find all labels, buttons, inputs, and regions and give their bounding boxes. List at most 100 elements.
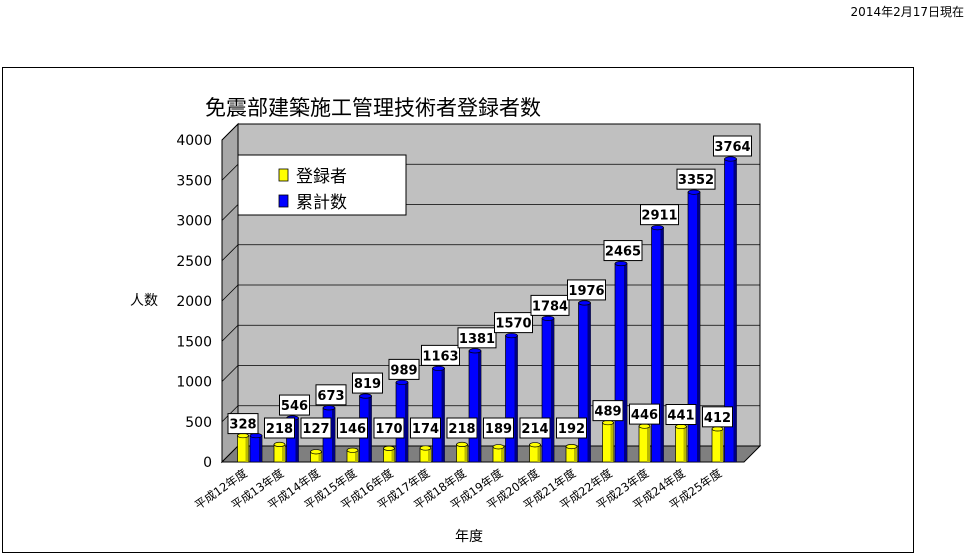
gridline-side xyxy=(221,123,239,141)
label-registered-4-text: 170 xyxy=(375,422,402,437)
bar-registered-1-shade xyxy=(282,444,285,462)
label-total-3-text: 819 xyxy=(354,377,381,392)
bar-registered-7 xyxy=(492,444,505,463)
gridline-side xyxy=(221,284,239,302)
label-total-1-box xyxy=(279,394,310,416)
label-total-8-text: 1784 xyxy=(532,299,568,314)
label-total-12-box xyxy=(676,168,716,190)
label-registered-7-box xyxy=(483,417,514,439)
label-registered-1: 218 xyxy=(264,417,295,439)
label-registered-13-text: 412 xyxy=(704,411,731,426)
bar-total-1-shade xyxy=(295,418,299,462)
x-axis-label: 年度 xyxy=(455,529,483,545)
label-total-13-box xyxy=(713,135,752,157)
y-tick-label: 4000 xyxy=(176,133,212,149)
bar-total-7-cap xyxy=(505,333,518,339)
label-total-4-text: 989 xyxy=(390,363,417,378)
bar-total-6-cap xyxy=(468,348,482,354)
label-total-2-text: 673 xyxy=(317,389,344,404)
label-registered-13-box xyxy=(702,406,733,428)
bar-registered-11 xyxy=(638,423,651,463)
bar-registered-4-shade xyxy=(391,448,395,462)
bar-total-10 xyxy=(614,261,628,463)
label-total-4-box xyxy=(388,358,420,380)
bar-total-9-cap xyxy=(578,300,591,306)
bar-total-9-shade xyxy=(587,302,591,462)
bar-total-11-shade xyxy=(660,227,664,462)
gridline-side xyxy=(221,163,239,181)
label-registered-13: 412 xyxy=(702,406,733,428)
label-registered-5-text: 174 xyxy=(412,422,439,437)
bar-registered-13 xyxy=(711,426,724,463)
label-registered-3: 146 xyxy=(337,417,368,439)
label-registered-0: 328 xyxy=(227,413,259,435)
legend: 登録者 累計数 xyxy=(237,154,407,216)
bar-registered-13-shade xyxy=(720,428,723,462)
label-total-5: 1163 xyxy=(421,344,460,366)
date-note: 2014年2月17日現在 xyxy=(850,5,964,19)
y-tick-label: 2000 xyxy=(176,294,212,310)
bar-total-12-shade xyxy=(697,192,700,462)
bar-total-8 xyxy=(541,315,555,463)
label-total-9-box xyxy=(567,279,606,301)
gridline-side xyxy=(221,204,239,221)
bar-total-5-shade xyxy=(441,368,445,462)
bar-registered-1-cap xyxy=(273,441,286,448)
bar-total-2-cap xyxy=(322,405,336,411)
label-registered-2-text: 127 xyxy=(302,422,329,437)
bar-registered-0-shade xyxy=(245,435,249,462)
bar-registered-5 xyxy=(419,445,432,463)
label-registered-9-text: 192 xyxy=(558,422,585,437)
label-total-3: 819 xyxy=(352,372,383,394)
bar-total-13 xyxy=(724,156,737,463)
label-total-8-box xyxy=(530,294,570,316)
label-registered-1-text: 218 xyxy=(266,422,293,437)
bar-registered-0 xyxy=(237,433,249,463)
label-registered-10-box xyxy=(592,400,624,422)
bar-total-10-shade xyxy=(624,263,627,462)
y-tick-label: 1000 xyxy=(176,375,212,391)
bar-registered-3-shade xyxy=(355,450,358,462)
y-tick-label: 3500 xyxy=(176,173,212,189)
label-total-2: 673 xyxy=(315,384,347,406)
bar-total-0-shade xyxy=(259,435,262,462)
gridline-side xyxy=(221,244,239,262)
label-total-12: 3352 xyxy=(676,168,716,190)
bar-total-11 xyxy=(651,225,664,463)
bar-registered-4-cap xyxy=(383,445,395,451)
label-registered-11: 446 xyxy=(629,403,660,425)
bar-registered-6-shade xyxy=(464,444,468,462)
bar-registered-1 xyxy=(273,441,286,463)
label-registered-5-box xyxy=(410,417,441,439)
bar-total-8-cap xyxy=(541,315,555,321)
bar-registered-12 xyxy=(675,423,687,463)
bar-registered-2-cap xyxy=(310,449,322,455)
label-registered-6-box xyxy=(446,417,478,439)
data-labels: 328 218 546 127 673 146 819 170 989 174 1163 218 138… xyxy=(227,135,752,439)
label-total-11-text: 2911 xyxy=(641,209,677,224)
bar-total-7-shade xyxy=(514,335,518,462)
bar-total-6 xyxy=(468,348,482,463)
label-total-3-box xyxy=(352,372,383,394)
label-registered-10-text: 489 xyxy=(594,405,621,420)
bar-registered-7-shade xyxy=(501,446,504,462)
label-total-6: 1381 xyxy=(457,327,497,349)
legend-label-1: 累計数 xyxy=(296,193,347,213)
bar-total-7 xyxy=(505,333,518,463)
bar-total-3-shade xyxy=(368,396,372,462)
label-total-12-text: 3352 xyxy=(678,173,714,188)
y-tick-label: 1500 xyxy=(176,334,212,350)
label-registered-12-text: 441 xyxy=(667,408,694,423)
label-registered-9-box xyxy=(556,417,587,439)
label-total-11-box xyxy=(640,204,679,226)
bar-registered-9-cap xyxy=(565,443,578,450)
label-total-7-box xyxy=(494,312,533,334)
y-axis-ticks: 0 500 1000 1500 2000 2500 3000 3500 4000 xyxy=(176,133,212,471)
label-registered-7-text: 189 xyxy=(485,422,512,437)
bar-total-13-shade xyxy=(733,158,737,463)
label-total-10-text: 2465 xyxy=(605,245,641,260)
bar-registered-6 xyxy=(456,441,468,463)
label-total-9: 1976 xyxy=(567,279,606,301)
label-registered-3-text: 146 xyxy=(339,422,366,437)
